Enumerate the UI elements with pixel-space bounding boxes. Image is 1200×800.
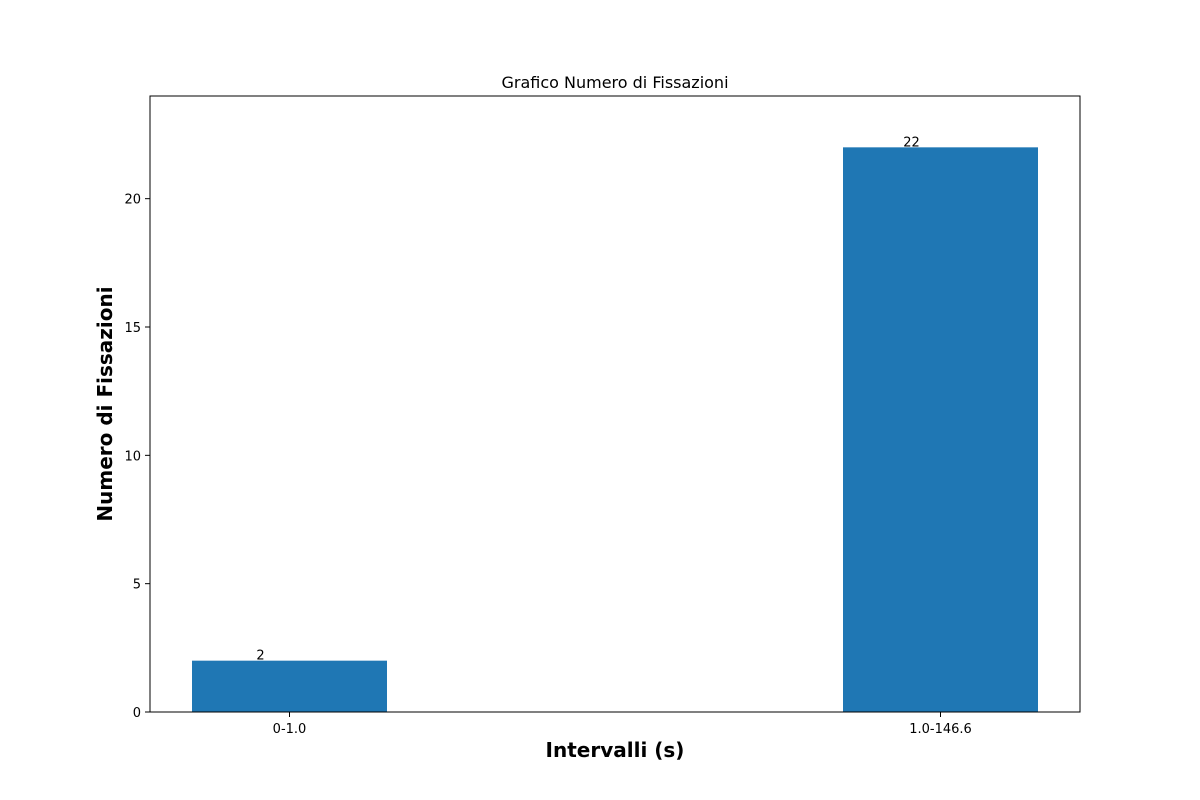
y-axis: 0 5 10 15 20 xyxy=(124,193,150,721)
y-tick-label-0: 0 xyxy=(133,706,141,721)
bars-layer xyxy=(192,147,1038,713)
y-tick-label-3: 15 xyxy=(124,321,141,336)
data-labels-layer: 222 xyxy=(256,135,919,663)
y-tick-label-2: 10 xyxy=(124,449,141,464)
data-label-0: 2 xyxy=(256,649,264,664)
y-tick-label-1: 5 xyxy=(133,578,141,593)
bar-0 xyxy=(192,660,387,712)
x-tick-label-0: 0-1.0 xyxy=(273,722,307,737)
x-axis: 0-1.0 1.0-146.6 xyxy=(273,712,972,737)
bar-1 xyxy=(843,147,1038,713)
y-tick-label-4: 20 xyxy=(124,193,141,208)
x-tick-label-1: 1.0-146.6 xyxy=(909,722,972,737)
chart-title: Grafico Numero di Fissazioni xyxy=(501,73,728,92)
plot-frame xyxy=(149,95,1081,713)
data-label-1: 22 xyxy=(903,135,920,150)
y-axis-label: Numero di Fissazioni xyxy=(93,286,117,521)
x-axis-label: Intervalli (s) xyxy=(546,738,685,762)
